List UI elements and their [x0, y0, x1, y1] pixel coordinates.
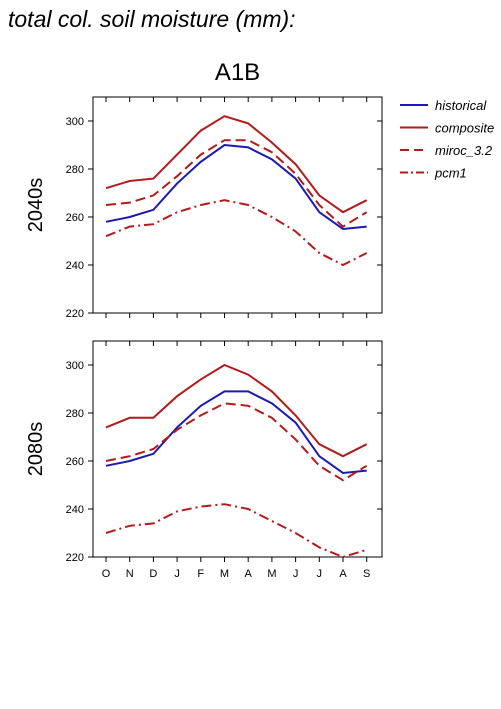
- series-line-pcm1: [105, 503, 367, 559]
- x-tick-label: J: [293, 568, 299, 580]
- y-tick-label: 280: [66, 164, 84, 176]
- series-line-miroc_3.2: [105, 402, 368, 482]
- x-tick-label: A: [339, 568, 347, 580]
- page-title: total col. soil moisture (mm):: [8, 6, 296, 32]
- x-tick-label: J: [317, 568, 323, 580]
- x-tick-label: A: [245, 568, 253, 580]
- series-line-composite: [105, 115, 368, 214]
- legend-label-composite: composite: [435, 121, 494, 136]
- scenario-label: A1B: [215, 59, 260, 86]
- y-tick-label: 260: [66, 212, 84, 224]
- y-tick-label: 280: [66, 408, 84, 420]
- x-tick-label: F: [197, 568, 204, 580]
- panel-label-2080s: 2080s: [25, 422, 47, 477]
- x-tick-label: S: [363, 568, 370, 580]
- series-line-historical: [105, 143, 367, 231]
- panel-frame-2040s: [92, 96, 383, 314]
- y-tick-label: 220: [66, 552, 84, 564]
- x-tick-label: J: [174, 568, 180, 580]
- series-line-historical: [105, 390, 367, 475]
- y-tick-label: 220: [66, 308, 84, 320]
- series-line-pcm1: [105, 199, 368, 267]
- legend-label-miroc_3.2: miroc_3.2: [435, 143, 493, 158]
- y-tick-label: 300: [66, 360, 84, 372]
- legend-label-pcm1: pcm1: [434, 166, 467, 181]
- x-tick-label: N: [126, 568, 134, 580]
- legend-label-historical: historical: [435, 98, 487, 113]
- series-line-miroc_3.2: [105, 139, 368, 228]
- x-tick-label: O: [102, 568, 111, 580]
- y-tick-label: 240: [66, 504, 84, 516]
- y-tick-label: 260: [66, 456, 84, 468]
- y-tick-label: 240: [66, 260, 84, 272]
- x-tick-label: M: [267, 568, 276, 580]
- series-line-composite: [105, 363, 368, 458]
- x-tick-label: M: [220, 568, 229, 580]
- panel-label-2040s: 2040s: [25, 178, 47, 233]
- y-tick-label: 300: [66, 116, 84, 128]
- x-tick-label: D: [149, 568, 157, 580]
- panel-frame-2080s: [92, 340, 383, 558]
